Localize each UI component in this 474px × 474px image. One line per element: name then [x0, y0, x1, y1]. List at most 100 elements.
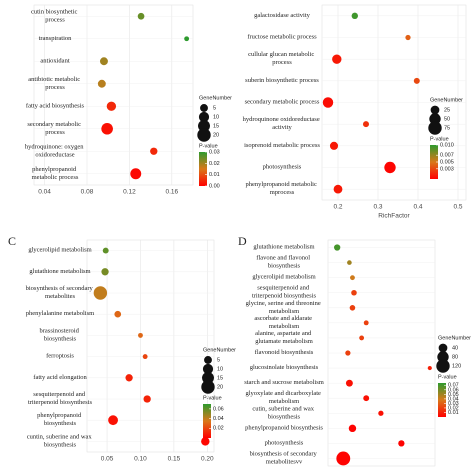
size-legend-label: 20: [213, 132, 219, 138]
bubble: [93, 286, 108, 300]
x-tick-label: 0.20: [201, 456, 214, 463]
category-label: cuntin, suberine and wax biosynthesis: [27, 434, 94, 449]
color-tick-label: 0.005: [440, 159, 454, 165]
bubble: [349, 305, 356, 311]
category-label: fructose metabolic process: [247, 34, 317, 41]
category-label: phenylpropanoid biosynthesis: [245, 425, 323, 432]
bubble: [333, 184, 343, 194]
size-legend-title: GeneNumber: [430, 97, 463, 103]
category-label: starch and sucrose metabolism: [244, 380, 324, 387]
size-legend-label: 25: [444, 107, 450, 113]
bubble: [108, 415, 118, 426]
category-label: hydroquinone: oxygen oxidoreductase: [25, 144, 85, 159]
category-label: transpiration: [39, 35, 73, 42]
bubble: [398, 440, 405, 447]
category-label: biosynthesis of secondary metabolitesvv: [250, 451, 319, 466]
bubble: [351, 289, 357, 296]
bubble: [351, 12, 359, 20]
category-label: cullular glucan metabolic process: [248, 52, 316, 67]
x-tick-label: 0.3: [373, 204, 382, 211]
color-tick-label: 0.04: [448, 396, 459, 402]
bubble: [97, 79, 106, 88]
category-label: alanine, aspartate and glutamate metabol…: [255, 330, 313, 345]
color-tick-label: 0.03: [448, 401, 459, 407]
plot-area: [33, 4, 194, 186]
bubble: [125, 374, 133, 382]
x-tick-label: 0.08: [81, 189, 94, 196]
size-legend-dot: [200, 104, 208, 112]
size-legend-dot: [430, 105, 440, 115]
category-label: phenylpropanoid metabolic mprocess: [246, 182, 319, 197]
x-axis-label: RichFactor: [378, 213, 410, 220]
size-legend-label: 20: [217, 384, 223, 390]
bubble: [384, 161, 396, 174]
x-tick-label: 0.5: [453, 204, 462, 211]
color-tick-label: 0.010: [440, 142, 454, 148]
category-label: phenylpropanoid metabolic process: [32, 166, 79, 181]
bubble: [350, 275, 355, 281]
size-legend-title: GeneNumber: [199, 95, 232, 101]
size-legend-title: GeneNumber: [438, 335, 471, 341]
color-bar: [438, 383, 446, 417]
size-legend-dot: [197, 128, 211, 142]
bubble: [363, 320, 369, 326]
color-tick-label: 0.04: [213, 416, 224, 422]
size-legend-label: 75: [444, 125, 450, 131]
category-label: ascorbate and aldarate metabolism: [254, 315, 313, 330]
panel-label: D: [238, 234, 247, 248]
x-tick-label: 0.4: [413, 204, 422, 211]
category-label: flavonoid biosynthesis: [255, 349, 314, 356]
color-tick-label: 0.02: [209, 161, 220, 167]
category-label: glutathione metabolism: [29, 268, 90, 275]
bubble: [114, 310, 122, 318]
size-legend-dot: [438, 343, 448, 353]
category-label: sesquiterpenoid and triterpenoid biosynt…: [252, 285, 317, 300]
size-legend-label: 10: [217, 366, 223, 372]
category-label: glycerolipid metabolism: [252, 274, 315, 281]
bubble: [101, 268, 109, 276]
x-tick-label: 0.15: [168, 456, 181, 463]
color-tick-label: 0.05: [448, 392, 459, 398]
bubble: [348, 424, 357, 433]
bubble: [345, 350, 351, 356]
size-legend-label: 15: [217, 375, 223, 381]
size-legend-dot: [201, 380, 215, 394]
color-tick-label: 0.06: [213, 406, 224, 412]
bubble: [405, 34, 411, 41]
x-tick-label: 0.10: [134, 456, 147, 463]
bubble: [138, 332, 143, 338]
category-label: secondary metabolic process: [27, 121, 82, 136]
bubble: [184, 36, 190, 42]
size-legend-dot: [198, 120, 210, 132]
size-legend-label: 80: [452, 354, 458, 360]
category-label: glycerolipid metabolism: [28, 247, 91, 254]
size-legend-label: 15: [213, 123, 219, 129]
size-legend-title: GeneNumber: [203, 347, 236, 353]
size-legend-dot: [428, 121, 442, 135]
size-legend-dot: [204, 356, 212, 364]
color-tick-label: 0.007: [440, 153, 454, 159]
category-label: cutin, suberine and wax biosynthesis: [252, 406, 315, 421]
x-tick-label: 0.2: [333, 204, 342, 211]
category-label: flavone and flavonol biosynthesis: [256, 255, 311, 270]
size-legend-dot: [437, 351, 449, 363]
category-label: glycine, serine and threonine metabolism: [246, 300, 323, 315]
bubble: [427, 365, 432, 371]
x-tick-label: 0.04: [38, 189, 51, 196]
color-tick-label: 0.02: [448, 405, 459, 411]
bubble: [378, 410, 384, 416]
category-label: photosynthesis: [265, 440, 304, 447]
bubble: [201, 437, 210, 446]
bubble: [363, 121, 369, 128]
bubble: [142, 354, 148, 360]
color-tick-label: 0.01: [209, 172, 220, 178]
color-tick-label: 0.00: [209, 183, 220, 189]
bubble: [130, 168, 142, 180]
category-label: biosynthesis of secondary metabolites: [26, 285, 95, 300]
size-legend-label: 5: [213, 105, 216, 111]
category-label: cutin biosynthetic process: [31, 9, 79, 24]
bubble: [150, 147, 158, 155]
color-tick-label: 0.003: [440, 166, 454, 172]
bubble: [102, 247, 109, 254]
